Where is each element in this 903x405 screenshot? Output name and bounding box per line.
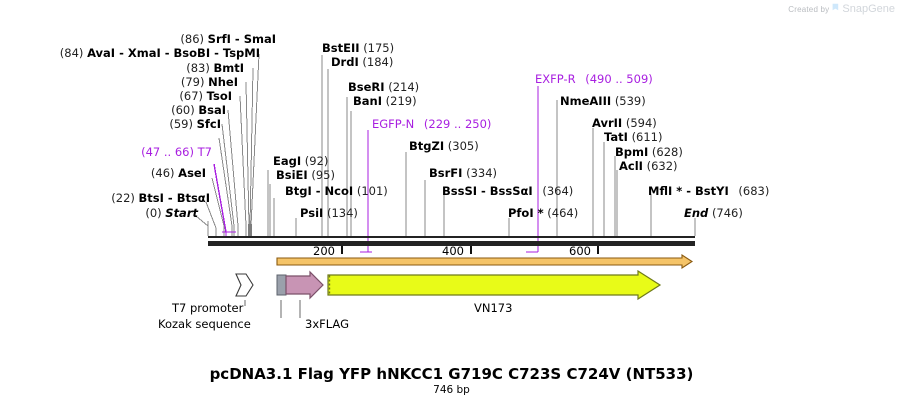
site-label-psii: PsiI (134) xyxy=(300,206,358,220)
feature-label-vn173: VN173 xyxy=(474,301,513,315)
watermark-brand: SnapGene xyxy=(842,3,895,15)
site-label-pfoi: PfoI * (464) xyxy=(508,206,579,220)
site-label-tati: TatI (611) xyxy=(604,130,663,144)
feature-leader-ticks xyxy=(244,300,301,318)
site-label-mfli-bstyi: MflI * - BstYI (683) xyxy=(648,184,770,198)
snapgene-watermark: Created by SnapGene xyxy=(788,3,895,15)
ruler-tick-200 xyxy=(341,246,343,254)
site-label-srfi: (86) SrfI - SmaI xyxy=(180,32,276,46)
ruler-label-200: 200 xyxy=(313,244,335,258)
ruler-tick-400 xyxy=(470,246,472,254)
site-label-egfp-n: EGFP-N (229 .. 250) xyxy=(372,117,492,131)
site-label-drdi: DrdI (184) xyxy=(331,55,394,69)
watermark-prefix: Created by xyxy=(788,4,830,14)
feature-label-kozak: Kozak sequence xyxy=(158,317,251,331)
ruler-label-400: 400 xyxy=(442,244,464,258)
site-label-end: End (746) xyxy=(684,206,743,220)
site-label-bsrfi: BsrFI (334) xyxy=(429,166,498,180)
site-label-bpmi: BpmI (628) xyxy=(615,145,683,159)
site-label-avrii: AvrII (594) xyxy=(592,116,657,130)
site-label-btsi: (22) BtsI - BtsαI xyxy=(111,191,210,205)
sequence-backbone-thin xyxy=(208,236,695,238)
site-label-bstEII: BstEII (175) xyxy=(322,41,395,55)
site-label-btgi-ncoi: BtgI - NcoI (101) xyxy=(285,184,388,198)
site-label-sfci: (59) SfcI xyxy=(169,117,221,131)
site-label-btgzi: BtgZI (305) xyxy=(409,139,479,153)
feature-label-3xflag: 3xFLAG xyxy=(305,317,349,331)
map-subtitle: 746 bp xyxy=(433,384,470,396)
site-label-avai: (84) AvaI - XmaI - BsoBI - TspMI xyxy=(59,46,260,60)
ruler-label-600: 600 xyxy=(569,244,591,258)
ruler-tick-600 xyxy=(597,246,599,254)
site-label-acli: AclI (632) xyxy=(619,159,678,173)
site-label-bseri: BseRI (214) xyxy=(348,80,420,94)
site-label-bsiei: BsiEI (95) xyxy=(276,168,335,182)
site-label-nhei: (79) NheI xyxy=(180,75,238,89)
feature-3xflag-shape xyxy=(285,270,324,300)
site-label-tsoi: (67) TsoI xyxy=(179,89,232,103)
map-title: pcDNA3.1 Flag YFP hNKCC1 G719C C723S C72… xyxy=(209,365,694,383)
feature-arrows xyxy=(235,270,662,301)
feature-t7-promoter-shape xyxy=(235,273,254,297)
site-label-bmti: (83) BmtI xyxy=(186,61,244,75)
site-label-nmeaiii: NmeAIII (539) xyxy=(560,94,646,108)
site-label-asei: (46) AseI xyxy=(150,166,206,180)
site-label-bsssi: BssSI - BssSαI (364) xyxy=(442,184,574,198)
site-label-bsai: (60) BsaI xyxy=(171,103,226,117)
site-label-bani: BanI (219) xyxy=(353,94,417,108)
site-label-start: (0) Start xyxy=(145,206,198,220)
orf-arrow xyxy=(276,254,694,270)
site-label-t7: (47 .. 66) T7 xyxy=(141,145,212,159)
feature-vn173-shape xyxy=(327,270,662,301)
feature-label-t7-promoter: T7 promoter xyxy=(172,301,244,315)
feature-kozak-shape xyxy=(276,274,287,296)
site-label-eagi: EagI (92) xyxy=(273,154,329,168)
site-label-exfp-r: EXFP-R (490 .. 509) xyxy=(535,72,653,86)
sequence-backbone xyxy=(208,241,695,246)
snapgene-flag-icon xyxy=(832,3,839,15)
